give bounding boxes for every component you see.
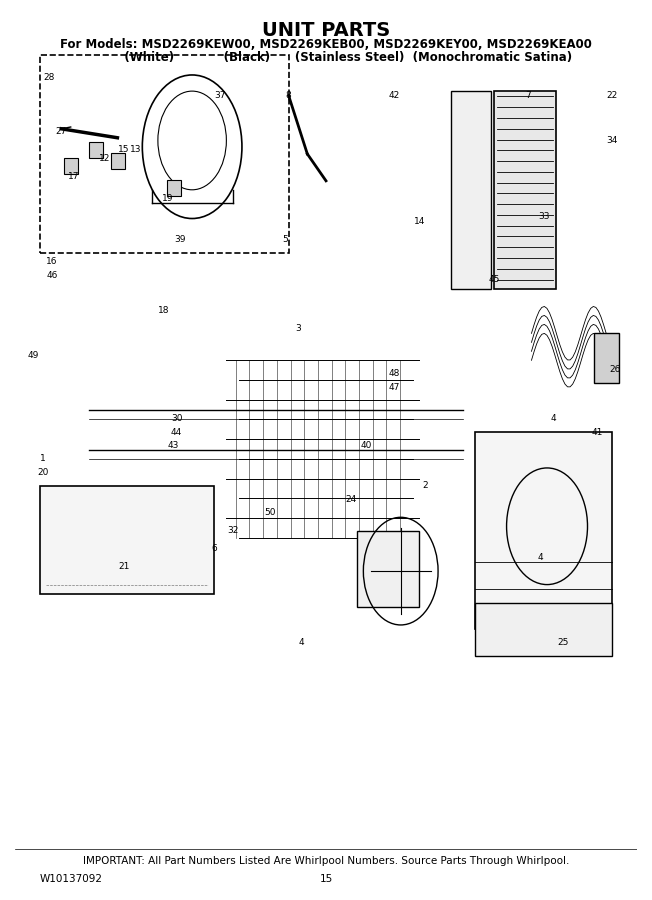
Bar bbox=[357, 531, 419, 607]
Text: 15: 15 bbox=[319, 874, 333, 884]
Text: 19: 19 bbox=[162, 194, 173, 203]
Text: 14: 14 bbox=[414, 217, 425, 226]
Text: 25: 25 bbox=[557, 638, 569, 647]
Bar bbox=[475, 432, 612, 629]
Text: 41: 41 bbox=[591, 428, 602, 436]
Text: 15: 15 bbox=[118, 145, 129, 154]
Text: W10137092: W10137092 bbox=[40, 874, 102, 884]
Text: 22: 22 bbox=[607, 91, 618, 100]
Text: 21: 21 bbox=[118, 562, 129, 572]
Text: 8: 8 bbox=[286, 91, 291, 100]
Text: 16: 16 bbox=[46, 257, 58, 266]
Text: 18: 18 bbox=[158, 306, 170, 315]
Text: 44: 44 bbox=[171, 428, 182, 436]
Text: IMPORTANT: All Part Numbers Listed Are Whirlpool Numbers. Source Parts Through W: IMPORTANT: All Part Numbers Listed Are W… bbox=[83, 856, 569, 866]
Bar bbox=[475, 602, 612, 656]
Text: 12: 12 bbox=[99, 154, 111, 163]
Text: 5: 5 bbox=[283, 235, 288, 244]
Text: 1: 1 bbox=[40, 454, 46, 464]
Text: 43: 43 bbox=[168, 441, 179, 450]
Text: 32: 32 bbox=[227, 526, 238, 536]
Text: 4: 4 bbox=[538, 554, 544, 562]
Text: 40: 40 bbox=[361, 441, 372, 450]
Text: (White)            (Black)      (Stainless Steel)  (Monochromatic Satina): (White) (Black) (Stainless Steel) (Monoc… bbox=[80, 50, 572, 64]
Text: 28: 28 bbox=[43, 73, 55, 82]
Text: 37: 37 bbox=[215, 91, 226, 100]
Text: UNIT PARTS: UNIT PARTS bbox=[262, 21, 390, 40]
Text: 49: 49 bbox=[27, 351, 39, 360]
Text: 27: 27 bbox=[55, 127, 67, 136]
Bar bbox=[111, 153, 125, 169]
Bar bbox=[40, 55, 289, 253]
Text: 39: 39 bbox=[174, 235, 185, 244]
Bar bbox=[65, 158, 78, 174]
Text: 42: 42 bbox=[389, 91, 400, 100]
Bar bbox=[451, 91, 491, 289]
Text: 4: 4 bbox=[550, 414, 556, 423]
Text: 45: 45 bbox=[488, 275, 500, 284]
Text: 30: 30 bbox=[171, 414, 183, 423]
Text: 2: 2 bbox=[422, 482, 428, 490]
Text: 20: 20 bbox=[37, 468, 48, 477]
Text: 48: 48 bbox=[389, 369, 400, 378]
Text: 26: 26 bbox=[610, 364, 621, 373]
Text: 46: 46 bbox=[46, 271, 58, 280]
Text: 6: 6 bbox=[211, 544, 217, 554]
Text: 34: 34 bbox=[607, 136, 618, 145]
Bar bbox=[167, 180, 181, 196]
Text: 50: 50 bbox=[264, 508, 276, 518]
Text: 17: 17 bbox=[68, 172, 80, 181]
Text: 7: 7 bbox=[526, 91, 531, 100]
Text: 33: 33 bbox=[538, 212, 550, 221]
Text: For Models: MSD2269KEW00, MSD2269KEB00, MSD2269KEY00, MSD2269KEA00: For Models: MSD2269KEW00, MSD2269KEB00, … bbox=[60, 38, 592, 51]
Bar bbox=[494, 91, 556, 289]
Text: 13: 13 bbox=[130, 145, 142, 154]
Text: 24: 24 bbox=[346, 495, 357, 504]
Text: 4: 4 bbox=[298, 638, 304, 647]
Bar bbox=[40, 486, 214, 594]
Text: 47: 47 bbox=[389, 382, 400, 392]
Text: 3: 3 bbox=[295, 324, 301, 333]
Bar bbox=[89, 142, 103, 158]
Bar bbox=[594, 333, 619, 382]
